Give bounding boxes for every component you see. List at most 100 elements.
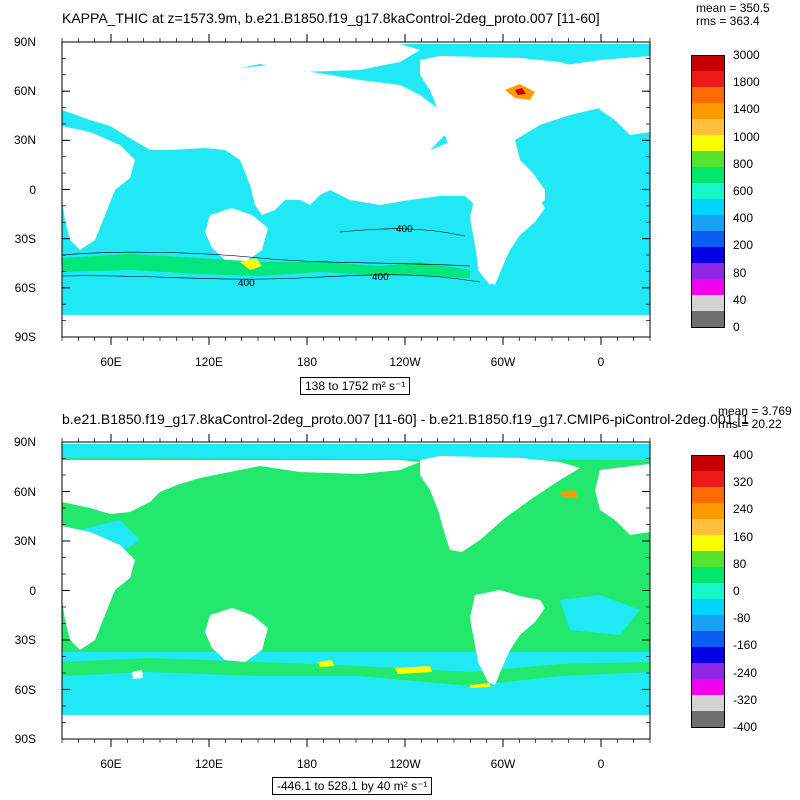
x-tick-label: 60E <box>100 757 122 771</box>
colorbar-swatch <box>691 535 725 551</box>
colorbar-level-label: -320 <box>733 692 758 707</box>
panel-2-land-eurasia <box>62 460 420 514</box>
colorbar-swatch <box>691 519 725 535</box>
y-tick-label: 60S <box>14 682 36 697</box>
colorbar-level-label: 320 <box>733 475 754 490</box>
colorbar-swatch <box>691 247 725 263</box>
colorbar-swatch <box>691 471 725 487</box>
colorbar-swatch <box>691 551 725 567</box>
panel-1-acc-band <box>62 254 470 278</box>
panel-1-title: KAPPA_THIC at z=1573.9m, b.e21.B1850.f19… <box>62 10 600 26</box>
colorbar-swatch <box>691 183 725 199</box>
y-tick-label: 0 <box>29 182 36 197</box>
colorbar-swatch <box>691 455 725 472</box>
colorbar-level-label: 40 <box>733 292 747 307</box>
panel-2-land-south-america <box>470 590 545 685</box>
colorbar-swatch <box>691 263 725 279</box>
colorbar-level-label: 400 <box>733 448 754 462</box>
colorbar-swatch <box>691 631 725 647</box>
colorbar-level-label: 0 <box>733 320 740 334</box>
panel-2-map <box>61 434 651 747</box>
panel-2-land-antarctica <box>62 715 650 739</box>
colorbar-swatch <box>691 311 725 328</box>
colorbar-level-label: 1400 <box>733 102 760 117</box>
colorbar-level-label: 80 <box>733 265 747 280</box>
colorbar-swatch <box>691 151 725 167</box>
colorbar-swatch <box>691 167 725 183</box>
colorbar-level-label: 3000 <box>733 48 760 62</box>
y-tick-label: 30S <box>14 231 36 246</box>
y-tick-label: 60S <box>14 280 36 295</box>
colorbar-level-label: -240 <box>733 665 758 680</box>
panel-1-acc-hotspot <box>240 258 262 270</box>
colorbar-level-label: 240 <box>733 502 754 517</box>
y-tick-label: 90S <box>14 330 36 344</box>
panel-1-land-south-america <box>470 190 545 285</box>
x-tick-label: 120E <box>194 355 224 369</box>
colorbar-level-label: -80 <box>733 611 751 626</box>
colorbar-swatch <box>691 119 725 135</box>
panel-1-land-eurasia <box>62 44 420 112</box>
colorbar-swatch <box>691 215 725 231</box>
colorbar-swatch <box>691 487 725 503</box>
panel-1-ocean-field <box>62 44 650 315</box>
y-tick-label: 30N <box>13 133 36 148</box>
panel-2-southern-green <box>62 658 650 686</box>
x-tick-label: 120E <box>194 757 224 771</box>
colorbar-swatch <box>691 567 725 583</box>
colorbar-level-label: 80 <box>733 556 747 571</box>
panel-2-land-africa <box>62 526 135 650</box>
colorbar-swatch <box>691 55 725 72</box>
x-tick-label: 180 <box>296 757 318 771</box>
colorbar-swatch <box>691 103 725 119</box>
panel-1-range-box: 138 to 1752 m² s⁻¹ <box>300 377 411 395</box>
x-tick-label: 0 <box>597 355 605 369</box>
colorbar-swatch <box>691 279 725 295</box>
panel-2-colorbar: 400 320 240 160 80 0 -80 -160 -240 -320 -400 <box>691 448 757 734</box>
colorbar-swatch <box>691 231 725 247</box>
colorbar-level-label: 0 <box>733 584 740 598</box>
x-tick-label: 120W <box>389 757 421 771</box>
panel-1-rms: rms = 363.4 <box>696 14 760 28</box>
colorbar-swatch <box>691 199 725 215</box>
y-tick-label: 30N <box>13 534 36 548</box>
panel-2-yellow-spots <box>318 660 490 688</box>
panel-1-labrador-core <box>515 88 526 95</box>
colorbar-swatch <box>691 583 725 599</box>
colorbar-swatch <box>691 71 725 87</box>
y-tick-label: 30S <box>14 633 36 647</box>
panel-1-map: 400 400 400 <box>61 34 651 345</box>
colorbar-swatch <box>691 695 725 711</box>
panel-1-land-europe <box>595 64 650 135</box>
panel-2-y-ticks <box>62 441 650 740</box>
colorbar-swatch <box>691 711 725 728</box>
x-tick-label: 60W <box>490 757 516 771</box>
colorbar-level-label: 600 <box>733 184 754 198</box>
colorbar-level-label: 800 <box>733 156 754 171</box>
panel-1-contour-label: 400 <box>238 278 255 289</box>
y-tick-label: 60N <box>13 84 36 99</box>
panel-1-land-antarctica <box>62 315 650 337</box>
panel-1-mean: mean = 350.5 <box>696 1 770 15</box>
x-tick-label: 60W <box>490 355 516 369</box>
panel-1-x-ticks <box>61 34 651 345</box>
colorbar-swatch <box>691 615 725 631</box>
x-tick-label: 120W <box>389 355 421 369</box>
panel-1-y-ticks <box>62 41 650 338</box>
panel-2-cyan-patches <box>62 444 650 715</box>
colorbar-swatch <box>691 647 725 663</box>
panel-1-land-africa <box>62 126 135 250</box>
y-tick-label: 90N <box>13 35 36 49</box>
panel-2-x-ticks <box>61 434 651 747</box>
x-tick-label: 60E <box>100 355 122 369</box>
colorbar-level-label: -160 <box>733 638 758 653</box>
colorbar-level-label: 400 <box>733 211 754 226</box>
panel-1-contour-c <box>339 228 466 237</box>
x-tick-label: 0 <box>597 757 605 771</box>
colorbar-swatch <box>691 295 725 311</box>
panel-1-colorbar: 3000 1800 1400 1000 800 600 400 200 80 40 0 <box>691 48 760 334</box>
y-tick-label: 60N <box>13 484 36 499</box>
colorbar-swatch <box>691 503 725 519</box>
panel-1-land-north-america <box>420 56 580 152</box>
panel-2-land-north-america <box>420 456 580 552</box>
